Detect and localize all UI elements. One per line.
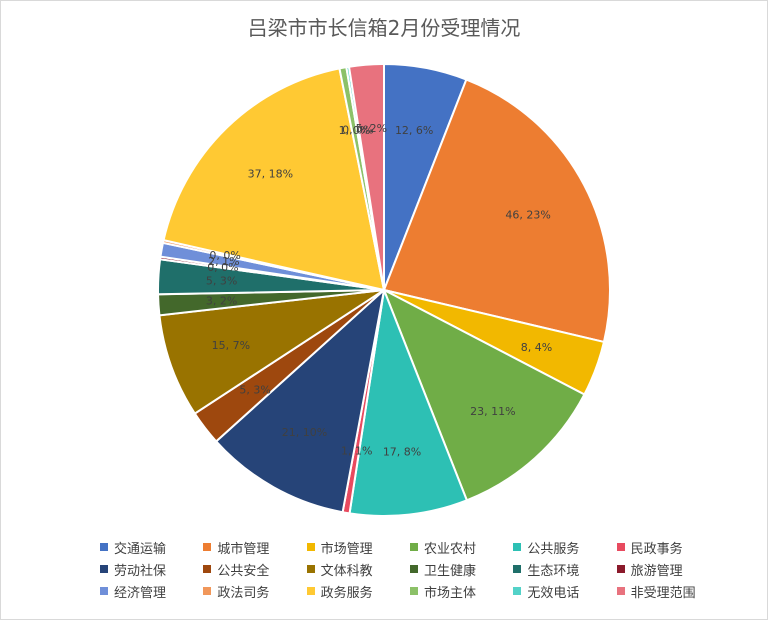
chart-title: 吕梁市市长信箱2月份受理情况 <box>247 16 521 40</box>
data-label-7: 5, 3% <box>239 383 270 396</box>
data-label-13: 0, 0% <box>209 249 240 262</box>
data-label-14: 37, 18% <box>248 168 293 181</box>
legend-label: 劳动社保 <box>114 563 167 579</box>
legend-item-2: 市场管理 <box>306 538 410 557</box>
legend-item-4: 公共服务 <box>513 538 616 557</box>
legend-label: 公共服务 <box>527 541 580 557</box>
data-label-15: 1, 0% <box>339 124 370 137</box>
legend-swatch <box>410 543 418 551</box>
legend-item-8: 文体科教 <box>306 560 410 579</box>
legend-label: 非受理范围 <box>630 585 696 601</box>
legend-label: 旅游管理 <box>630 563 683 579</box>
legend-swatch <box>513 543 522 551</box>
legend-item-3: 农业农村 <box>410 538 513 557</box>
data-label-6: 21, 10% <box>282 426 327 439</box>
legend-label: 生态环境 <box>527 563 580 579</box>
pie-slice-4 <box>348 286 469 517</box>
pie-slice-1 <box>382 78 611 344</box>
legend-item-9: 卫生健康 <box>410 560 513 579</box>
data-label-1: 46, 23% <box>505 208 550 221</box>
legend-item-14: 政务服务 <box>306 582 410 601</box>
legend-item-16: 无效电话 <box>513 582 616 601</box>
legend-item-10: 生态环境 <box>513 560 616 579</box>
legend-swatch <box>513 565 522 573</box>
legend-swatch <box>100 543 108 551</box>
legend-swatch <box>100 565 108 573</box>
legend-label: 城市管理 <box>217 541 270 557</box>
data-label-4: 17, 8% <box>383 446 421 459</box>
legend-item-1: 城市管理 <box>203 538 306 557</box>
legend-item-6: 劳动社保 <box>100 560 203 579</box>
data-label-12: 2, 1% <box>208 255 239 268</box>
legend-label: 文体科教 <box>320 563 373 579</box>
pie-slice-17 <box>347 62 385 291</box>
legend-label: 民政事务 <box>630 541 683 557</box>
legend-label: 公共安全 <box>217 563 270 579</box>
legend-item-5: 民政事务 <box>616 538 720 557</box>
data-label-17: 5, 2% <box>356 122 387 135</box>
legend-swatch <box>203 543 212 551</box>
legend-swatch <box>306 587 315 595</box>
legend-swatch <box>100 587 108 595</box>
legend-swatch <box>203 587 212 595</box>
data-label-5: 1, 1% <box>341 444 372 457</box>
data-label-3: 23, 11% <box>470 405 515 418</box>
legend-swatch <box>306 565 315 573</box>
data-label-11: 0, 0% <box>207 261 238 274</box>
legend-item-13: 政法司务 <box>203 582 306 601</box>
legend-item-17: 非受理范围 <box>616 582 720 601</box>
legend-label: 无效电话 <box>527 585 580 601</box>
pie-slice-6 <box>214 287 386 514</box>
legend-item-0: 交通运输 <box>100 538 203 557</box>
pie-slice-14 <box>162 67 386 292</box>
legend-label: 交通运输 <box>114 541 167 557</box>
legend-label: 卫生健康 <box>424 563 477 579</box>
data-label-10: 5, 3% <box>206 274 237 287</box>
legend-swatch <box>410 587 418 595</box>
legend-label: 政法司务 <box>217 585 270 601</box>
legend-swatch <box>203 565 212 573</box>
pie-slice-8 <box>158 289 385 415</box>
data-label-8: 15, 7% <box>212 339 250 352</box>
data-label-2: 8, 4% <box>521 341 552 354</box>
legend-swatch <box>616 565 625 573</box>
legend-swatch <box>410 565 418 573</box>
legend-item-12: 经济管理 <box>100 582 203 601</box>
legend-item-7: 公共安全 <box>203 560 306 579</box>
legend-label: 经济管理 <box>114 585 167 601</box>
data-label-16: 0, 0% <box>342 123 373 136</box>
legend-swatch <box>616 587 625 595</box>
data-label-0: 12, 6% <box>395 124 433 137</box>
data-label-9: 3, 2% <box>206 295 237 308</box>
legend-swatch <box>513 587 522 595</box>
legend-swatch <box>306 543 315 551</box>
legend: 交通运输 城市管理 市场管理 农业农村 公共服务 民政事务劳动社保 公共安全 文体科教 卫生健康… <box>100 538 720 601</box>
legend-label: 市场主体 <box>424 585 477 601</box>
legend-item-15: 市场主体 <box>410 582 513 601</box>
pie-slice-3 <box>382 287 586 502</box>
legend-swatch <box>616 543 625 551</box>
legend-label: 政务服务 <box>320 585 373 601</box>
pie-chart: 12, 6% 46, 23% 8, 4% 23, 11% 17, 8% 1, 1% 21, … <box>157 62 611 517</box>
legend-label: 市场管理 <box>320 541 373 557</box>
legend-label: 农业农村 <box>424 541 477 557</box>
legend-item-11: 旅游管理 <box>616 560 720 579</box>
